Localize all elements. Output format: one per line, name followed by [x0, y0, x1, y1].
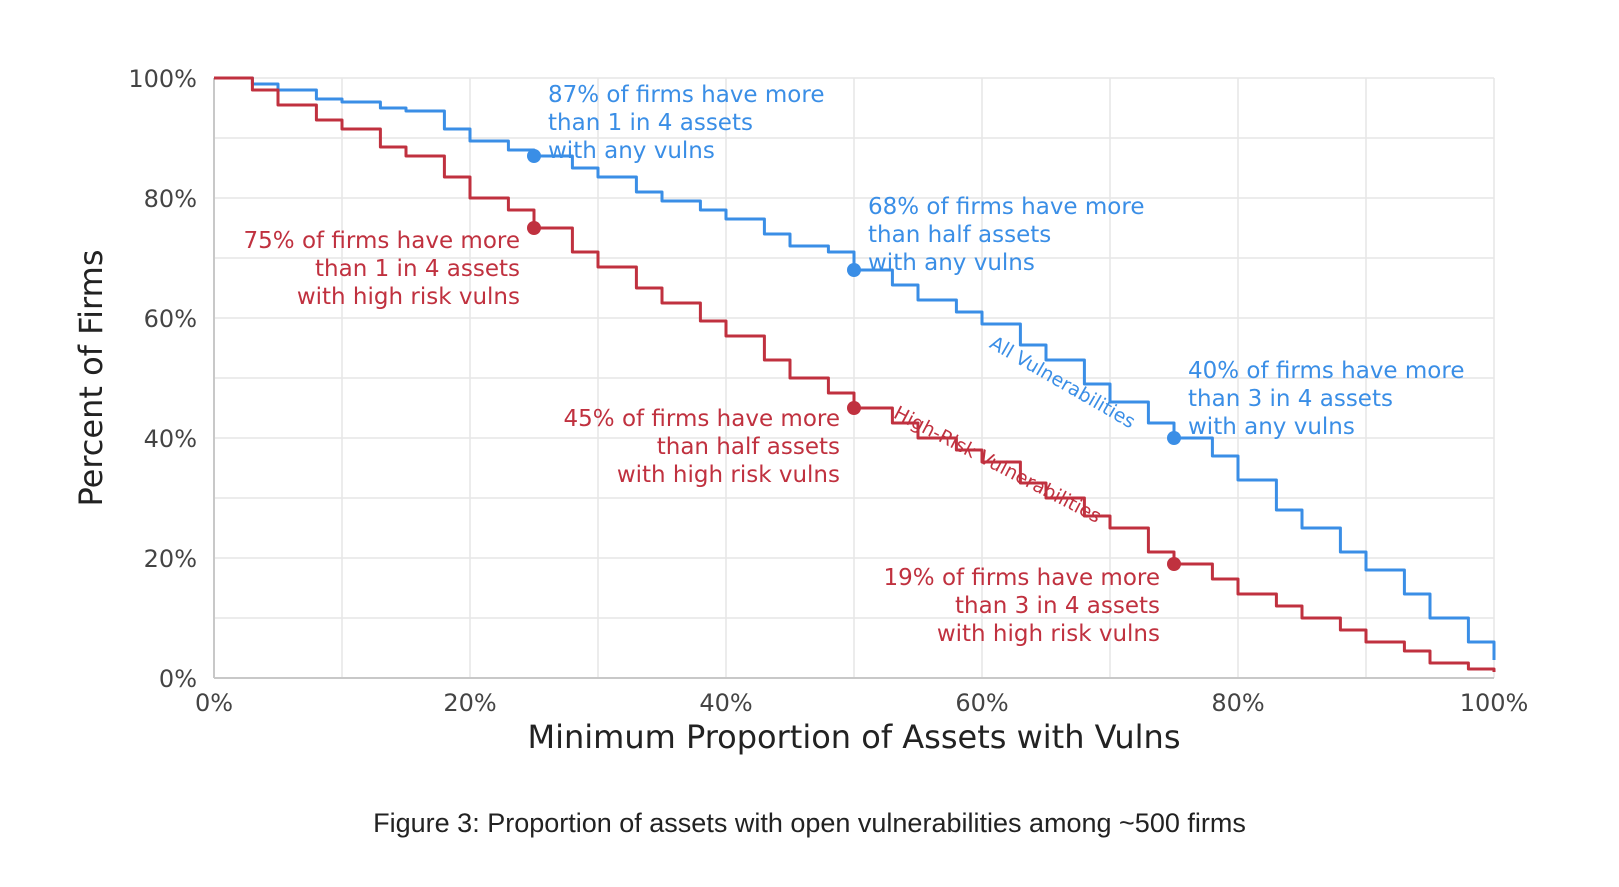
y-tick-label: 100% [128, 65, 197, 93]
x-tick-labels: 0% 20% 40% 60% 80% 100% [195, 689, 1528, 717]
y-axis-title: Percent of Firms [72, 250, 110, 507]
series-label-all: All Vulnerabilities [986, 332, 1139, 433]
annotation-all-25: 87% of firms have more than 1 in 4 assets… [548, 82, 824, 164]
y-tick-label: 80% [144, 185, 197, 213]
annotation-all-50: 68% of firms have more than half assets wi… [868, 194, 1144, 276]
annotation-line: than 3 in 4 assets [1188, 386, 1393, 412]
annotation-line: with high risk vulns [297, 284, 520, 310]
annotation-line: 75% of firms have more [244, 228, 520, 254]
highlight-point [847, 263, 861, 277]
highlight-points [527, 149, 1181, 571]
annotation-line: 19% of firms have more [884, 565, 1160, 591]
x-axis-title: Minimum Proportion of Assets with Vulns [528, 718, 1181, 756]
y-tick-label: 0% [159, 665, 197, 693]
annotation-line: than half assets [868, 222, 1051, 248]
annotation-line: than half assets [657, 434, 840, 460]
chart-area: 0% 20% 40% 60% 80% 100% 0% 20% 40% 60% 80% 100% 87… [72, 65, 1528, 756]
x-tick-label: 20% [443, 689, 496, 717]
line-chart: 0% 20% 40% 60% 80% 100% 0% 20% 40% 60% 80% 100% 87… [72, 65, 1528, 756]
annotation-line: than 1 in 4 assets [548, 110, 753, 136]
x-tick-label: 0% [195, 689, 233, 717]
annotations: 87% of firms have more than 1 in 4 assets… [244, 82, 1465, 647]
annotation-line: with any vulns [868, 250, 1035, 276]
annotation-all-75: 40% of firms have more than 3 in 4 assets… [1188, 358, 1464, 440]
x-tick-label: 80% [1211, 689, 1264, 717]
x-tick-label: 60% [955, 689, 1008, 717]
annotation-line: with any vulns [548, 138, 715, 164]
highlight-point [1167, 557, 1181, 571]
annotation-line: than 1 in 4 assets [315, 256, 520, 282]
y-tick-label: 60% [144, 305, 197, 333]
annotation-line: than 3 in 4 assets [955, 593, 1160, 619]
annotation-line: with high risk vulns [937, 621, 1160, 647]
annotation-line: 45% of firms have more [564, 406, 840, 432]
series-label-high: High-Risk Vulnerabilities [890, 402, 1105, 528]
axes [213, 78, 1494, 679]
y-tick-labels: 0% 20% 40% 60% 80% 100% [128, 65, 197, 693]
annotation-high-75: 19% of firms have more than 3 in 4 assets… [884, 565, 1160, 647]
annotation-line: 68% of firms have more [868, 194, 1144, 220]
annotation-line: with high risk vulns [617, 462, 840, 488]
highlight-point [527, 149, 541, 163]
highlight-point [527, 221, 541, 235]
highlight-point [1167, 431, 1181, 445]
figure-caption: Figure 3: Proportion of assets with open… [373, 808, 1246, 838]
y-tick-label: 40% [144, 425, 197, 453]
y-tick-label: 20% [144, 545, 197, 573]
annotation-line: 40% of firms have more [1188, 358, 1464, 384]
annotation-line: 87% of firms have more [548, 82, 824, 108]
annotation-line: with any vulns [1188, 414, 1355, 440]
x-tick-label: 40% [699, 689, 752, 717]
annotation-high-50: 45% of firms have more than half assets wi… [564, 406, 840, 488]
annotation-high-25: 75% of firms have more than 1 in 4 assets… [244, 228, 520, 310]
highlight-point [847, 401, 861, 415]
x-tick-label: 100% [1460, 689, 1529, 717]
